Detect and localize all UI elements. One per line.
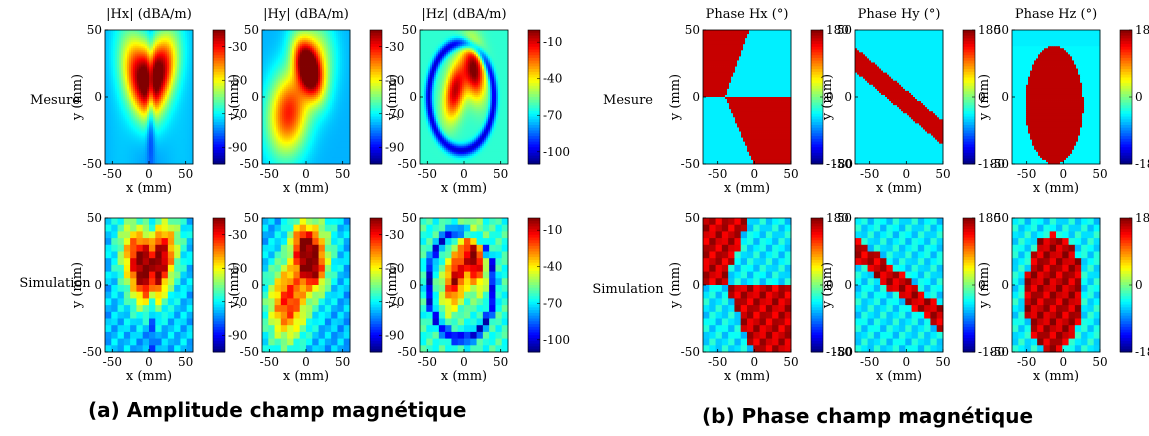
colorbar-segment — [213, 119, 225, 122]
y-tick-label: 50 — [87, 23, 102, 37]
x-tick-label: 0 — [145, 167, 153, 181]
colorbar-tick-label: -90 — [228, 140, 247, 154]
x-tick-label: 50 — [178, 167, 193, 181]
row-label-mesure: Mesure — [603, 93, 653, 108]
heatmap-a-amp_y-mesure: |Hy| (dBA/m)-50 0 50x (mm)500-50y (mm)-30-… — [227, 7, 404, 196]
heatmap-a-amp_x-mesure: |Hx| (dBA/m) -50 0 50 x (mm) 50 0 -50 y (mm) -30 -… — [70, 7, 247, 196]
x-tick-label: -50 — [103, 167, 122, 181]
colorbar-segment — [213, 86, 225, 89]
y-axis-label: y (mm) — [70, 74, 85, 121]
y-tick-label: -50 — [83, 157, 102, 171]
y-tick-label: 0 — [94, 90, 102, 104]
panel-title: |Hx| (dBA/m) — [106, 7, 192, 22]
x-axis-label: x (mm) — [126, 181, 172, 196]
colorbar-segment — [213, 103, 225, 106]
colorbar-segment — [213, 136, 225, 139]
row-label-simulation: Simulation — [592, 282, 664, 297]
colorbar-segment — [213, 52, 225, 55]
colorbar-segment — [213, 153, 225, 156]
colorbar-segment — [213, 36, 225, 39]
colorbar-segment — [213, 69, 225, 72]
colorbar-tick-label: -30 — [228, 40, 247, 54]
